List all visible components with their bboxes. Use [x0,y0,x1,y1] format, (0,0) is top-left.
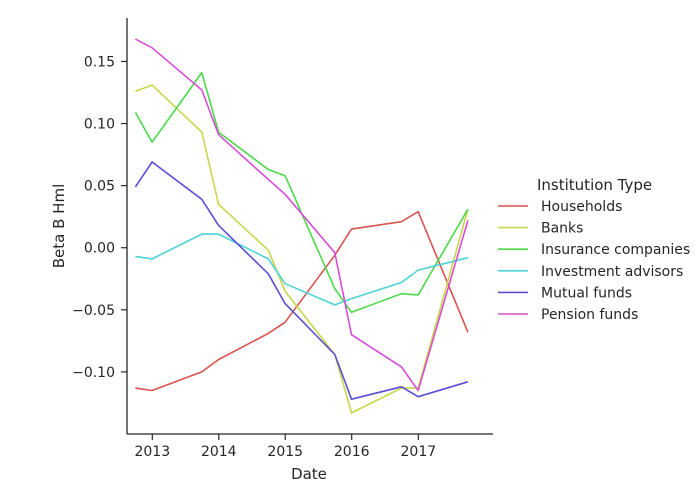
x-tick-label: 2017 [401,444,437,460]
x-tick-label: 2015 [267,444,303,460]
axes [126,18,493,435]
series-line-households [135,210,469,392]
y-tick-label: 0.05 [84,179,115,195]
series-line-investment-advisors [135,233,469,306]
y-tick-label: −0.10 [72,365,115,381]
series-line-insurance-companies [134,71,469,314]
legend-label-insurance-companies: Insurance companies [541,242,690,258]
x-tick-label: 2013 [134,444,170,460]
y-axis-title: Beta B Hml [50,184,68,268]
series-line-pension-funds [135,38,469,392]
legend-label-investment-advisors: Investment advisors [541,264,683,280]
y-tick-label: 0.00 [84,241,115,257]
legend-label-banks: Banks [541,221,583,237]
x-axis-title: Date [291,465,327,483]
y-tick-label: 0.10 [84,117,115,133]
y-ticks: 0.15 0.10 0.05 0.00 −0.05 −0.10 [72,54,127,381]
legend-title: Institution Type [537,176,652,194]
legend-label-mutual-funds: Mutual funds [541,285,632,301]
legend-items: Households Banks Insurance companies Invest… [498,199,690,323]
series-line-banks [135,84,469,414]
legend-label-pension-funds: Pension funds [541,307,638,323]
legend: Institution Type Households Banks Insuranc… [498,176,690,323]
series-line-mutual-funds [134,161,469,401]
y-tick-label: −0.05 [72,303,115,319]
x-tick-label: 2014 [201,444,237,460]
plot-lines [134,38,469,414]
y-tick-label: 0.15 [84,54,115,70]
x-tick-label: 2016 [334,444,370,460]
legend-label-households: Households [541,199,622,215]
x-ticks: 2013 2014 2015 2016 2017 [134,434,436,460]
